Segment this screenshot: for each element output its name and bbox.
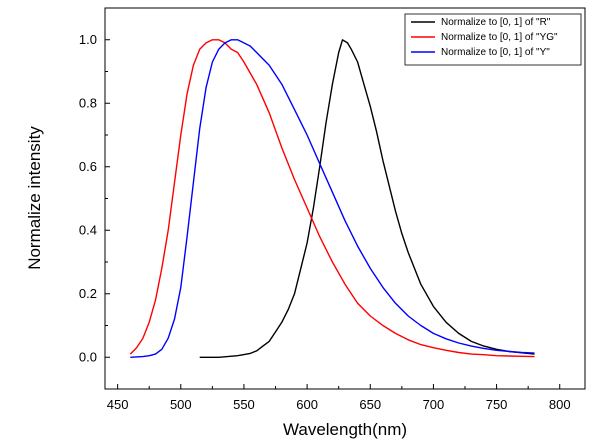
y-tick-label: 0.6 <box>79 159 97 174</box>
y-axis-label: Normalize intensity <box>25 126 44 270</box>
x-tick-label: 750 <box>486 397 508 412</box>
legend-label-1: Normalize to [0, 1] of "YG" <box>441 32 558 43</box>
series-line-0 <box>199 39 535 358</box>
series-lines <box>129 39 535 358</box>
x-axis-label: Wavelength(nm) <box>283 420 407 439</box>
legend-label-0: Normalize to [0, 1] of "R" <box>441 17 551 28</box>
y-tick-label: 0.0 <box>79 349 97 364</box>
y-tick-label: 1.0 <box>79 32 97 47</box>
legend: Normalize to [0, 1] of "R" Normalize to [… <box>404 13 582 66</box>
x-tick-label: 450 <box>107 397 129 412</box>
x-tick-label: 550 <box>233 397 255 412</box>
x-tick-label: 700 <box>423 397 445 412</box>
legend-label-2: Normalize to [0, 1] of "Y" <box>441 47 550 58</box>
y-tick-label: 0.8 <box>79 95 97 110</box>
ticks: 450 500 550 600 650 700 750 800 0.0 0.2 0.4 0.6 0.8 1… <box>79 32 571 412</box>
y-tick-label: 0.4 <box>79 222 97 237</box>
y-tick-label: 0.2 <box>79 286 97 301</box>
x-tick-label: 600 <box>296 397 318 412</box>
series-line-1 <box>129 39 535 358</box>
series-line-2 <box>130 39 535 358</box>
x-tick-label: 500 <box>170 397 192 412</box>
x-tick-label: 650 <box>359 397 381 412</box>
x-tick-label: 800 <box>549 397 571 412</box>
